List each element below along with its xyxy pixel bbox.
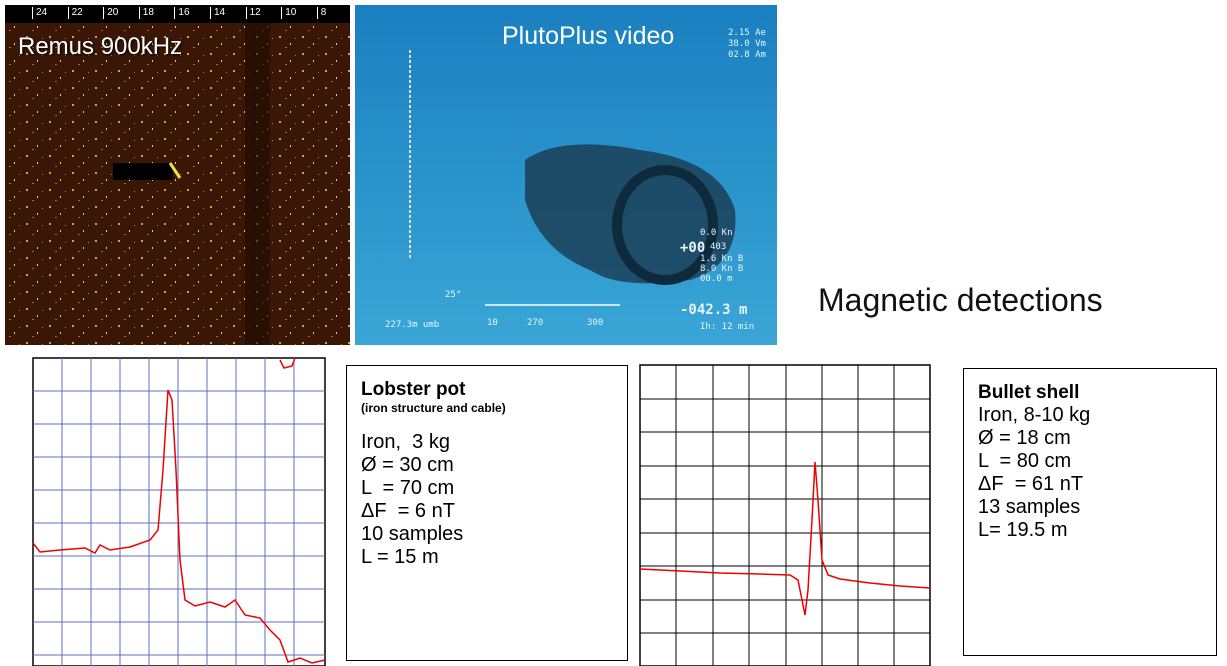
scale-label: 16 bbox=[174, 7, 189, 19]
box-line: ΔF = 6 nT bbox=[361, 500, 613, 523]
scale-label: 12 bbox=[246, 7, 261, 19]
box-line: 10 samples bbox=[361, 523, 613, 546]
video-label: PlutoPlus video bbox=[502, 22, 674, 51]
box-line: L= 19.5 m bbox=[978, 519, 1202, 542]
grid-1 bbox=[33, 358, 325, 666]
box-line: 13 samples bbox=[978, 496, 1202, 519]
overlay-text: 10 bbox=[487, 318, 498, 328]
overlay-text: 25° bbox=[445, 290, 461, 300]
scale-label: 14 bbox=[210, 7, 225, 19]
box-line: L = 70 cm bbox=[361, 477, 613, 500]
overlay-text: 02.8 Am bbox=[728, 50, 766, 60]
box-line: Ø = 30 cm bbox=[361, 454, 613, 477]
grid-2 bbox=[640, 365, 930, 666]
overlay-text: 0.0 Kn bbox=[700, 228, 733, 238]
sonar-band bbox=[245, 23, 270, 345]
scale-label: 20 bbox=[103, 7, 118, 19]
overlay-text: 1.6 Kn B bbox=[700, 254, 743, 264]
overlay-text: 403 bbox=[710, 242, 726, 252]
overlay-text: 2.15 Ae bbox=[728, 28, 766, 38]
overlay-text: 00.0 m bbox=[700, 274, 733, 284]
sonar-target bbox=[113, 163, 173, 180]
box-line: Ø = 18 cm bbox=[978, 427, 1202, 450]
box-line: L = 15 m bbox=[361, 546, 613, 569]
box-line: Iron, 8-10 kg bbox=[978, 404, 1202, 427]
page: 24 22 20 18 16 14 12 10 8 Remus 900kHz PlutoPlus… bbox=[0, 0, 1227, 666]
overlay-text: 38.0 Vm bbox=[728, 39, 766, 49]
box-title: Bullet shell bbox=[978, 381, 1202, 404]
scale-label: 8 bbox=[317, 7, 327, 19]
overlay-text: -042.3 m bbox=[680, 302, 747, 318]
overlay-text: 227.3m umb bbox=[385, 320, 439, 330]
overlay-text: 8.0 Kn B bbox=[700, 264, 743, 274]
overlay-text: 300 bbox=[587, 318, 603, 328]
box-line: Iron, 3 kg bbox=[361, 431, 613, 454]
scale-label: 24 bbox=[32, 7, 47, 19]
sonar-label: Remus 900kHz bbox=[18, 33, 182, 61]
box-title: Lobster pot bbox=[361, 378, 613, 401]
box-line: ΔF = 61 nT bbox=[978, 473, 1202, 496]
scale-label: 10 bbox=[281, 7, 296, 19]
scale-label: 18 bbox=[139, 7, 154, 19]
box-line: L = 80 cm bbox=[978, 450, 1202, 473]
heading: Magnetic detections bbox=[818, 282, 1103, 319]
lobster-box: Lobster pot (iron structure and cable) I… bbox=[346, 365, 628, 661]
box-subtitle: (iron structure and cable) bbox=[361, 401, 613, 415]
scale-label: 22 bbox=[68, 7, 83, 19]
overlay-text: Ih: 12 min bbox=[700, 322, 754, 332]
overlay-text: 270 bbox=[527, 318, 543, 328]
